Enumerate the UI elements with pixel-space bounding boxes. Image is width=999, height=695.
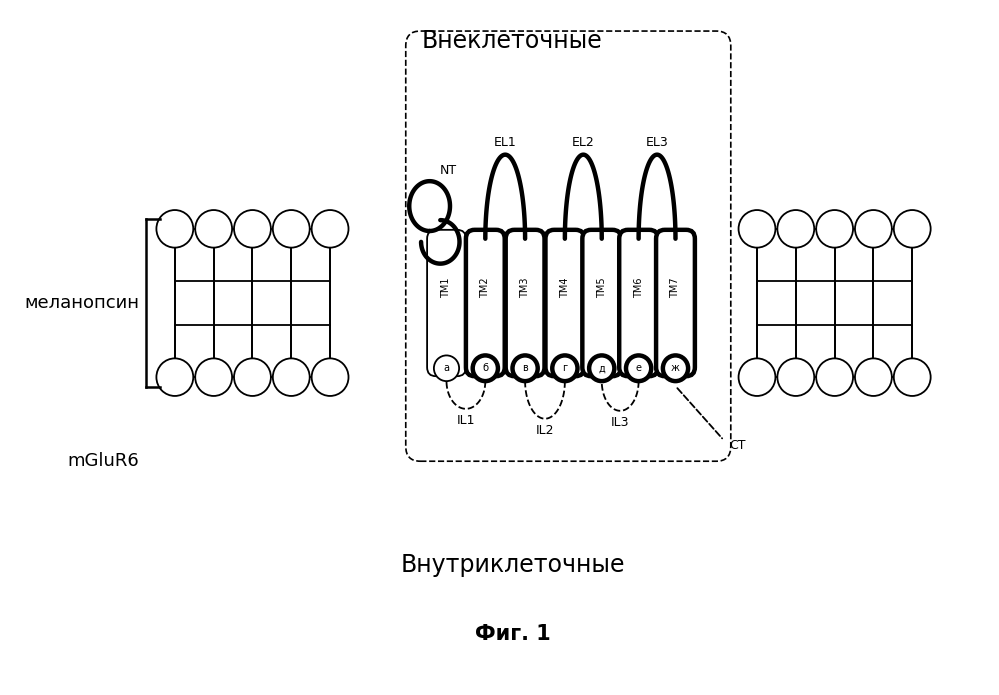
Circle shape: [777, 210, 814, 247]
Text: меланопсин: меланопсин: [24, 294, 139, 312]
Circle shape: [894, 210, 931, 247]
Circle shape: [777, 359, 814, 396]
Text: EL3: EL3: [645, 136, 668, 149]
Text: д: д: [598, 363, 605, 373]
Text: CT: CT: [729, 439, 745, 452]
Text: EL2: EL2: [572, 136, 594, 149]
Text: NT: NT: [440, 165, 457, 177]
Circle shape: [738, 210, 775, 247]
Text: г: г: [562, 363, 567, 373]
Text: е: е: [635, 363, 641, 373]
Text: Фиг. 1: Фиг. 1: [475, 624, 550, 644]
Text: а: а: [444, 363, 450, 373]
Circle shape: [626, 355, 651, 381]
Circle shape: [855, 210, 892, 247]
Circle shape: [816, 359, 853, 396]
Circle shape: [434, 355, 460, 381]
Circle shape: [894, 359, 931, 396]
Text: IL2: IL2: [535, 424, 554, 436]
Text: mGluR6: mGluR6: [67, 452, 139, 471]
FancyBboxPatch shape: [545, 230, 584, 376]
FancyBboxPatch shape: [505, 230, 544, 376]
Text: IL1: IL1: [457, 414, 476, 427]
FancyBboxPatch shape: [656, 230, 695, 376]
Circle shape: [855, 359, 892, 396]
Circle shape: [312, 359, 349, 396]
Circle shape: [552, 355, 577, 381]
Text: TM6: TM6: [633, 278, 643, 298]
Circle shape: [157, 210, 193, 247]
Text: Внутриклеточные: Внутриклеточные: [401, 553, 624, 577]
Circle shape: [312, 210, 349, 247]
FancyBboxPatch shape: [466, 230, 504, 376]
Circle shape: [195, 210, 232, 247]
Circle shape: [473, 355, 498, 381]
Text: EL1: EL1: [494, 136, 516, 149]
Text: IL3: IL3: [611, 416, 629, 429]
Circle shape: [273, 359, 310, 396]
Text: ж: ж: [671, 363, 680, 373]
Circle shape: [157, 359, 193, 396]
Text: TM1: TM1: [442, 278, 452, 298]
Text: TM7: TM7: [670, 278, 680, 298]
Circle shape: [738, 359, 775, 396]
FancyBboxPatch shape: [428, 230, 466, 376]
Circle shape: [195, 359, 232, 396]
Text: б: б: [483, 363, 489, 373]
Circle shape: [816, 210, 853, 247]
Text: TM5: TM5: [596, 278, 606, 298]
Text: в: в: [522, 363, 527, 373]
Text: TM4: TM4: [559, 278, 569, 298]
Circle shape: [663, 355, 688, 381]
FancyBboxPatch shape: [582, 230, 621, 376]
Text: Внеклеточные: Внеклеточные: [423, 29, 602, 53]
Text: TM2: TM2: [481, 278, 491, 298]
Circle shape: [273, 210, 310, 247]
Circle shape: [234, 359, 271, 396]
Text: TM3: TM3: [520, 278, 530, 298]
Circle shape: [234, 210, 271, 247]
Circle shape: [512, 355, 537, 381]
FancyBboxPatch shape: [619, 230, 658, 376]
Circle shape: [589, 355, 614, 381]
